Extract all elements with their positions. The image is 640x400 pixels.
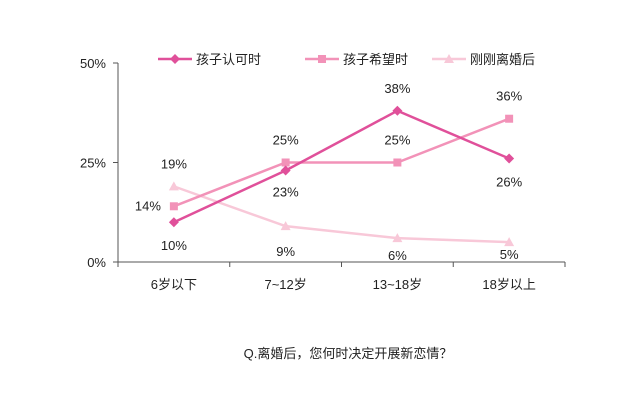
data-point-marker — [392, 233, 403, 243]
data-label: 25% — [273, 133, 299, 148]
data-label: 9% — [276, 244, 295, 259]
y-tick-label: 25% — [80, 156, 106, 171]
data-point-marker — [504, 237, 515, 247]
x-tick-label: 13~18岁 — [373, 277, 423, 292]
data-point-marker — [281, 158, 290, 167]
data-label: 5% — [500, 247, 519, 262]
legend-marker — [444, 54, 454, 63]
x-axis-ticks: 6岁以下 7~12岁 13~18岁 18岁以上 — [117, 262, 566, 292]
x-tick-label: 18岁以上 — [482, 277, 535, 292]
series-3 — [168, 181, 515, 247]
data-label: 23% — [273, 184, 299, 199]
data-label: 6% — [388, 248, 407, 263]
data-point-marker — [505, 114, 514, 123]
data-label: 25% — [384, 133, 410, 148]
series-line — [173, 109, 510, 224]
data-point-marker — [392, 105, 403, 116]
y-tick-label: 0% — [87, 255, 106, 270]
legend-marker — [170, 54, 180, 64]
data-point-marker — [168, 217, 179, 228]
data-point-marker — [168, 181, 179, 191]
data-point-marker — [280, 221, 291, 231]
legend-label: 孩子希望时 — [343, 52, 408, 67]
series-1 — [168, 105, 515, 228]
y-tick-label: 50% — [80, 56, 106, 71]
series-layer — [168, 105, 515, 247]
legend-item: 刚刚离婚后 — [432, 52, 535, 67]
x-tick-label: 6岁以下 — [151, 277, 197, 292]
legend-label: 孩子认可时 — [196, 52, 261, 67]
data-label: 10% — [161, 238, 187, 253]
series-line — [173, 185, 510, 244]
data-point-marker — [393, 158, 402, 167]
question-caption: Q.离婚后，您何时决定开展新恋情？ — [244, 346, 453, 361]
data-point-marker — [169, 202, 178, 211]
data-label: 38% — [384, 81, 410, 96]
y-axis-ticks: 0% 25% 50% — [80, 56, 118, 270]
data-label: 14% — [135, 198, 161, 213]
legend-item: 孩子希望时 — [305, 52, 408, 67]
legend-item: 孩子认可时 — [158, 52, 261, 67]
x-tick-label: 7~12岁 — [264, 277, 306, 292]
series-2 — [169, 114, 514, 211]
data-point-marker — [280, 165, 291, 176]
data-point-marker — [504, 153, 515, 164]
legend-label: 刚刚离婚后 — [470, 52, 535, 67]
data-label: 26% — [496, 175, 522, 190]
legend-marker — [318, 55, 326, 63]
legend: 孩子认可时 孩子希望时 刚刚离婚后 — [158, 52, 535, 67]
data-label: 36% — [496, 89, 522, 104]
data-label: 19% — [161, 156, 187, 171]
data-labels: 10% 23% 38% 26% 14% 25% 25% 36% 19% 9% 6% 5% — [135, 81, 523, 263]
series-line — [173, 117, 510, 208]
